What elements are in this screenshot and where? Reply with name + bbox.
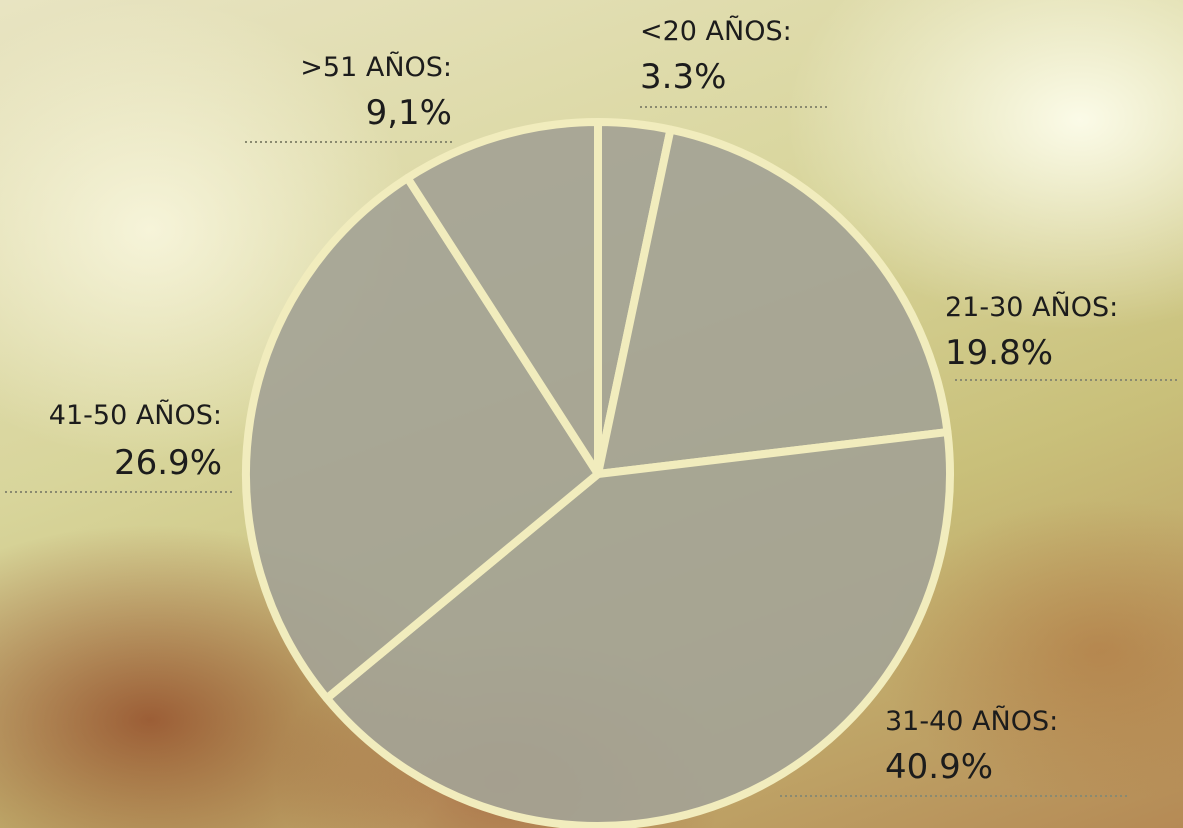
slice-category-label: 31-40 AÑOS:	[885, 705, 1058, 737]
slice-value-label: 26.9%	[114, 443, 222, 483]
slice-category-label: 41-50 AÑOS:	[49, 399, 222, 431]
slice-category-label: >51 AÑOS:	[300, 51, 452, 83]
slice-category-label: <20 AÑOS:	[640, 15, 792, 47]
slice-value-label: 3.3%	[640, 57, 726, 97]
slice-value-label: 19.8%	[945, 333, 1053, 373]
pie-slice	[594, 125, 952, 478]
pie-slice	[322, 428, 954, 828]
pie-slice	[403, 118, 602, 478]
slice-category-label: 21-30 AÑOS:	[945, 291, 1118, 323]
slice-value-label: 40.9%	[885, 747, 993, 787]
pie-slice	[242, 173, 602, 703]
slice-value-label: 9,1%	[366, 93, 452, 133]
